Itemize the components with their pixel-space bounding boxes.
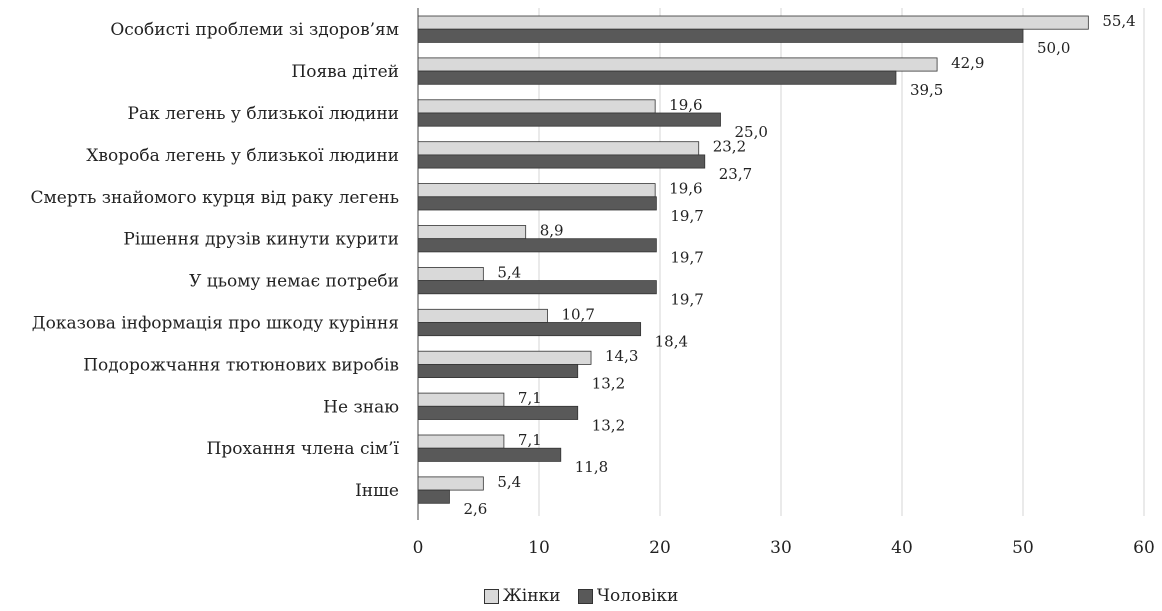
data-label-women: 7,1 — [518, 389, 542, 407]
bar-women — [417, 183, 656, 198]
grid-layer — [538, 8, 1145, 516]
data-label-women: 55,4 — [1102, 12, 1135, 30]
bar-women — [417, 15, 1089, 30]
data-label-men: 25,0 — [735, 123, 768, 141]
bar-women — [417, 308, 548, 323]
bar-women — [417, 141, 700, 156]
bar-chart: Особисті проблеми зі здоров’ям 55,4 50,0 По… — [31, 8, 1155, 558]
data-label-men: 19,7 — [670, 207, 703, 225]
data-label-women: 23,2 — [713, 138, 746, 156]
bar-women — [417, 99, 656, 114]
bar-women — [417, 392, 505, 407]
x-tick-label: 30 — [770, 538, 792, 558]
legend-label-men: Чоловіки — [596, 586, 679, 606]
x-tick-label: 60 — [1133, 538, 1155, 558]
category-label: У цьому немає потреби — [189, 272, 399, 292]
data-label-men: 11,8 — [575, 458, 608, 476]
bar-men — [417, 363, 579, 378]
legend-item-men: Чоловіки — [577, 586, 679, 606]
x-tick-label: 10 — [528, 538, 550, 558]
category-label: Доказова інформація про шкоду куріння — [32, 314, 399, 334]
data-label-men: 39,5 — [910, 81, 943, 99]
bar-men — [417, 405, 579, 420]
bar-women — [417, 434, 505, 449]
data-label-men: 13,2 — [592, 374, 625, 392]
x-tick-label: 20 — [649, 538, 671, 558]
legend: Жінки Чоловіки — [0, 586, 1162, 609]
data-label-women: 8,9 — [540, 222, 564, 240]
category-label: Рішення друзів кинути курити — [123, 230, 399, 250]
bar-men — [417, 70, 897, 85]
data-label-women: 5,4 — [497, 263, 521, 281]
category-label: Особисті проблеми зі здоров’ям — [110, 20, 399, 40]
data-label-women: 42,9 — [951, 54, 984, 72]
legend-swatch-women — [483, 588, 499, 604]
data-label-men: 18,4 — [655, 333, 688, 351]
bar-men — [417, 196, 657, 211]
data-label-men: 19,7 — [670, 291, 703, 309]
category-label: Не знаю — [323, 397, 399, 417]
data-label-women: 19,6 — [669, 96, 702, 114]
bar-men — [417, 489, 450, 504]
category-label: Інше — [355, 481, 399, 501]
data-label-women: 19,6 — [669, 180, 702, 198]
bar-men — [417, 447, 562, 462]
data-label-women: 14,3 — [605, 347, 638, 365]
bar-men — [417, 28, 1024, 43]
data-label-women: 5,4 — [497, 473, 521, 491]
data-label-women: 7,1 — [518, 431, 542, 449]
data-label-men: 50,0 — [1037, 39, 1070, 57]
data-label-women: 10,7 — [561, 305, 594, 323]
labels-layer: Особисті проблеми зі здоров’ям 55,4 50,0 По… — [31, 12, 1136, 518]
category-label: Прохання члена сім’ї — [207, 439, 400, 459]
bar-women — [417, 266, 484, 281]
data-label-men: 2,6 — [463, 500, 487, 518]
bar-women — [417, 350, 592, 365]
bar-men — [417, 112, 721, 127]
bar-men — [417, 322, 642, 337]
data-label-men: 19,7 — [670, 249, 703, 267]
bar-women — [417, 225, 527, 240]
data-label-men: 23,7 — [719, 165, 752, 183]
x-tick-label: 40 — [891, 538, 913, 558]
category-label: Поява дітей — [291, 62, 399, 82]
legend-swatch-men — [577, 588, 593, 604]
bar-women — [417, 57, 938, 72]
x-tick-label: 50 — [1012, 538, 1034, 558]
legend-item-women: Жінки — [483, 586, 561, 606]
legend-label-women: Жінки — [502, 586, 561, 606]
bar-men — [417, 280, 657, 295]
bar-women — [417, 476, 484, 491]
category-label: Рак легень у близької людини — [128, 104, 399, 124]
category-label: Смерть знайомого курця від раку легень — [31, 188, 399, 208]
category-label: Хвороба легень у близької людини — [86, 146, 399, 166]
bar-men — [417, 238, 657, 253]
category-label: Подорожчання тютюнових виробів — [83, 355, 399, 375]
data-label-men: 13,2 — [592, 416, 625, 434]
x-tick-label: 0 — [413, 538, 424, 558]
axis-layer: 0 10 20 30 40 50 60 — [413, 8, 1155, 558]
bar-men — [417, 154, 706, 169]
